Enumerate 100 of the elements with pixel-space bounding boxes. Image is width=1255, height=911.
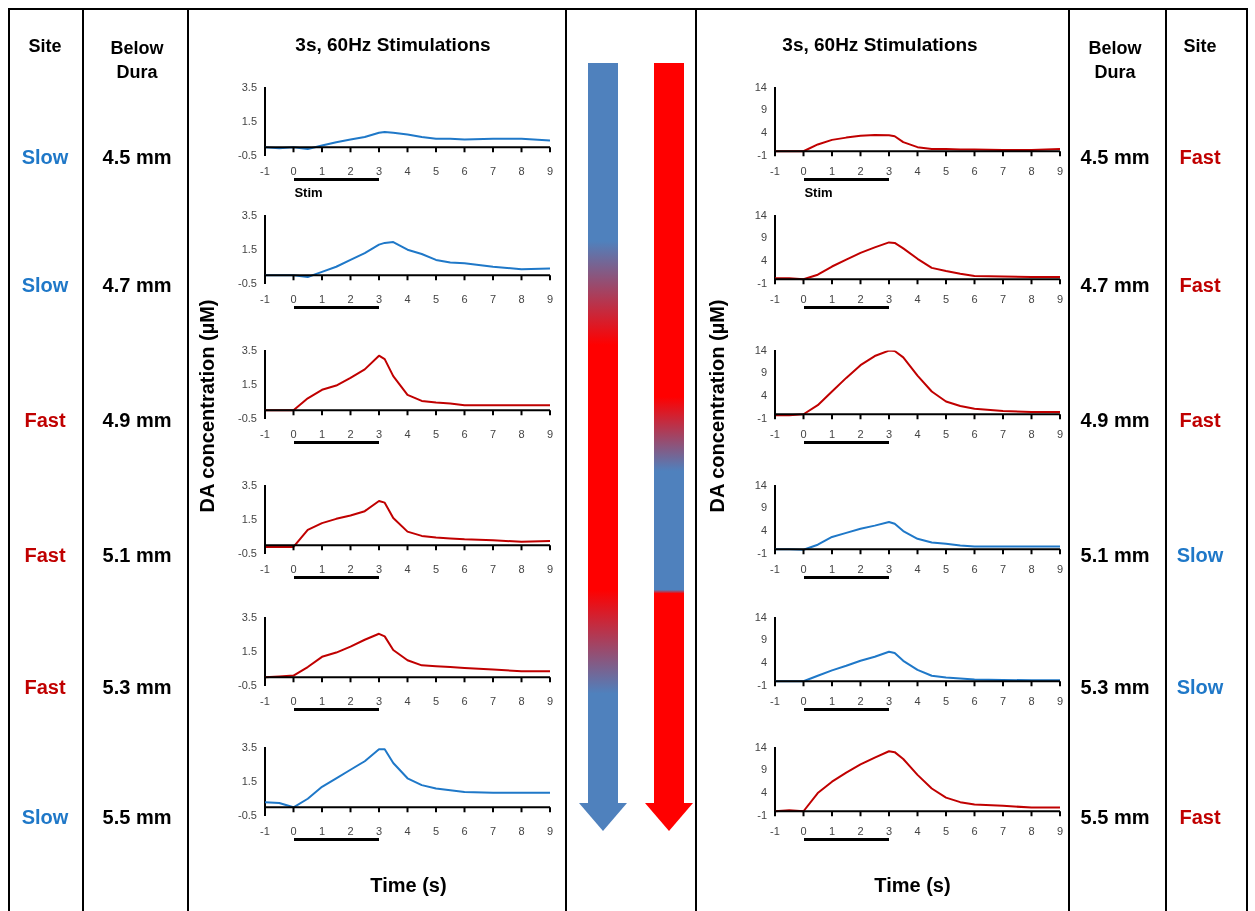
x-tick-label: 9 <box>546 165 554 178</box>
x-tick-label: 9 <box>1056 428 1064 441</box>
x-tick-label: 6 <box>971 165 978 178</box>
y-tick-label: 3.5 <box>241 610 257 623</box>
x-tick-label: -1 <box>770 165 780 178</box>
x-tick-label: 9 <box>546 428 554 441</box>
y-tick-label: 4 <box>760 254 767 267</box>
x-tick-label: 4 <box>404 563 411 576</box>
y-tick-label: 4 <box>760 126 767 139</box>
y-tick-label: 9 <box>760 501 767 514</box>
text: 4.7 mm <box>1080 273 1150 297</box>
x-tick-label: 0 <box>290 825 297 838</box>
x-tick-label: 6 <box>461 165 468 178</box>
chart-title: 3s, 60Hz Stimulations <box>782 34 978 56</box>
x-tick-label: 5 <box>942 563 950 576</box>
x-tick-label: 9 <box>1056 825 1064 838</box>
y-tick-label: -0.5 <box>238 808 257 821</box>
x-tick-label: 3 <box>375 428 383 441</box>
x-tick-label: 7 <box>999 165 1007 178</box>
text: Slow <box>21 145 69 169</box>
x-tick-label: 5 <box>432 428 440 441</box>
x-tick-label: 9 <box>546 825 554 838</box>
x-tick-label: 2 <box>347 563 354 576</box>
y-tick-label: 1.5 <box>241 774 257 787</box>
x-tick-label: 8 <box>1028 695 1035 708</box>
x-tick-label: 9 <box>1056 293 1064 306</box>
y-tick-label: 1.5 <box>241 512 257 525</box>
x-tick-label: 0 <box>800 825 807 838</box>
x-tick-label: 0 <box>800 428 807 441</box>
x-tick-label: -1 <box>260 825 270 838</box>
y-tick-label: 1.5 <box>241 114 257 127</box>
y-tick-label: 4 <box>760 656 767 669</box>
text: Fast <box>1179 805 1221 829</box>
x-tick-label: 3 <box>885 293 893 306</box>
x-tick-label: 8 <box>1028 293 1035 306</box>
x-tick-label: 1 <box>318 293 326 306</box>
y-tick-label: 9 <box>760 103 767 116</box>
x-tick-label: 2 <box>347 695 354 708</box>
x-tick-label: 4 <box>404 825 411 838</box>
x-tick-label: 7 <box>999 293 1007 306</box>
y-tick-label: -1 <box>757 546 767 559</box>
x-tick-label: 6 <box>461 695 468 708</box>
y-tick-label: 9 <box>760 366 767 379</box>
x-tick-label: 5 <box>942 825 950 838</box>
x-tick-label: 8 <box>518 428 525 441</box>
x-tick-label: 2 <box>857 165 864 178</box>
x-tick-label: 4 <box>404 695 411 708</box>
y-tick-label: -0.5 <box>238 678 257 691</box>
text: Slow <box>1176 543 1224 567</box>
y-tick-label: -1 <box>757 411 767 424</box>
x-tick-label: 2 <box>347 428 354 441</box>
x-tick-label: 9 <box>546 695 554 708</box>
x-tick-label: 2 <box>857 428 864 441</box>
x-tick-label: 2 <box>347 165 354 178</box>
y-tick-label: -0.5 <box>238 276 257 289</box>
x-tick-label: 7 <box>489 825 497 838</box>
x-tick-label: -1 <box>260 695 270 708</box>
x-tick-label: 6 <box>461 825 468 838</box>
y-tick-label: 3.5 <box>241 478 257 491</box>
x-tick-label: 3 <box>885 165 893 178</box>
x-tick-label: 4 <box>404 293 411 306</box>
x-tick-label: 7 <box>489 563 497 576</box>
y-tick-label: 9 <box>760 763 767 776</box>
x-tick-label: 8 <box>518 293 525 306</box>
x-tick-label: 3 <box>375 695 383 708</box>
x-tick-label: 7 <box>489 428 497 441</box>
text: Site <box>28 35 62 57</box>
x-tick-label: 4 <box>404 428 411 441</box>
text: Stim <box>294 184 323 200</box>
y-tick-label: 14 <box>754 208 767 221</box>
x-tick-label: 0 <box>800 563 807 576</box>
text: 4.7 mm <box>102 273 172 297</box>
x-axis-title: Time (s) <box>370 873 447 897</box>
text: 5.5 mm <box>1080 805 1150 829</box>
x-tick-label: 2 <box>857 695 864 708</box>
x-tick-label: 2 <box>347 825 354 838</box>
x-tick-label: 6 <box>461 428 468 441</box>
x-tick-label: 2 <box>347 293 354 306</box>
x-tick-label: 0 <box>290 563 297 576</box>
x-tick-label: -1 <box>770 695 780 708</box>
x-tick-label: 7 <box>489 165 497 178</box>
y-tick-label: -0.5 <box>238 546 257 559</box>
text: Fast <box>1179 145 1221 169</box>
x-tick-label: 0 <box>290 293 297 306</box>
x-tick-label: -1 <box>260 428 270 441</box>
x-tick-label: 4 <box>914 165 921 178</box>
x-tick-label: 5 <box>432 695 440 708</box>
y-tick-label: 4 <box>760 524 767 537</box>
y-tick-label: -1 <box>757 678 767 691</box>
text: Below Dura <box>1087 37 1143 84</box>
x-tick-label: 5 <box>942 293 950 306</box>
y-tick-label: 3.5 <box>241 343 257 356</box>
x-tick-label: 8 <box>518 825 525 838</box>
y-tick-label: 4 <box>760 786 767 799</box>
x-tick-label: -1 <box>260 165 270 178</box>
y-tick-label: 1.5 <box>241 377 257 390</box>
x-tick-label: 6 <box>461 293 468 306</box>
chart-title: 3s, 60Hz Stimulations <box>295 34 491 56</box>
y-tick-label: 3.5 <box>241 80 257 93</box>
y-tick-label: 14 <box>754 80 767 93</box>
